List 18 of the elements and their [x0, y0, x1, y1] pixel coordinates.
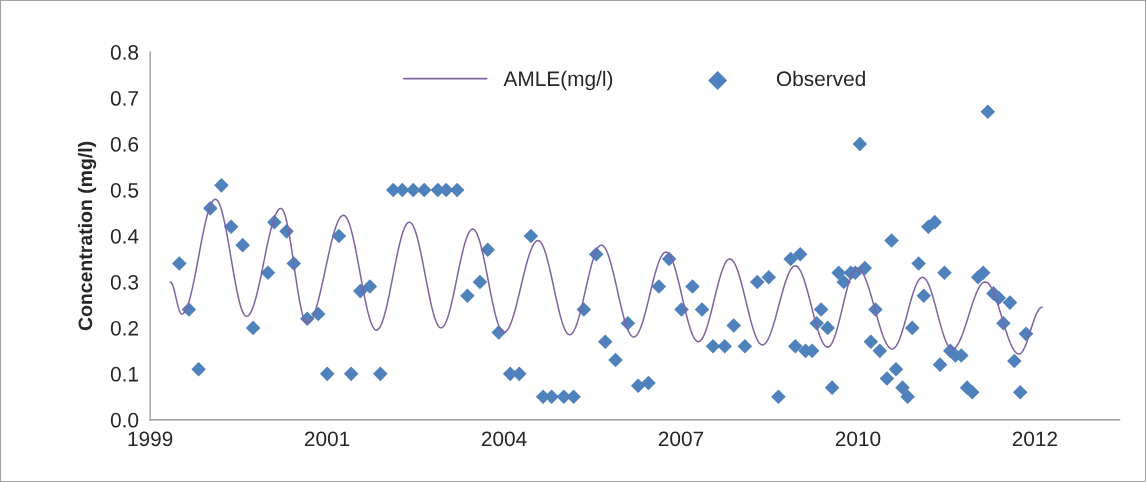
y-tick-label: 0.8	[110, 45, 139, 60]
x-tick-label: 2001	[304, 431, 350, 447]
y-tick-label: 0.7	[110, 91, 138, 106]
x-tick-label: 2007	[658, 431, 704, 447]
legend-label: Observed	[776, 70, 865, 87]
x-tick-label: 1999	[128, 431, 173, 447]
x-tick-label: 2010	[835, 431, 881, 447]
y-tick-label: 0.6	[110, 137, 139, 152]
y-tick-label: 0.1	[110, 366, 138, 382]
x-tick-label: 2004	[481, 431, 527, 447]
y-tick-label: 0.0	[110, 412, 139, 428]
y-tick-label: 0.2	[110, 320, 138, 336]
x-tick-label: 2012	[1012, 431, 1058, 447]
y-tick-label: 0.4	[110, 228, 139, 244]
legend-label: AMLE(mg/l)	[503, 70, 613, 91]
y-tick-label: 0.5	[110, 182, 139, 198]
y-tick-label: 0.3	[110, 274, 139, 290]
y-axis-title: Concentration (mg/l)	[77, 141, 97, 331]
